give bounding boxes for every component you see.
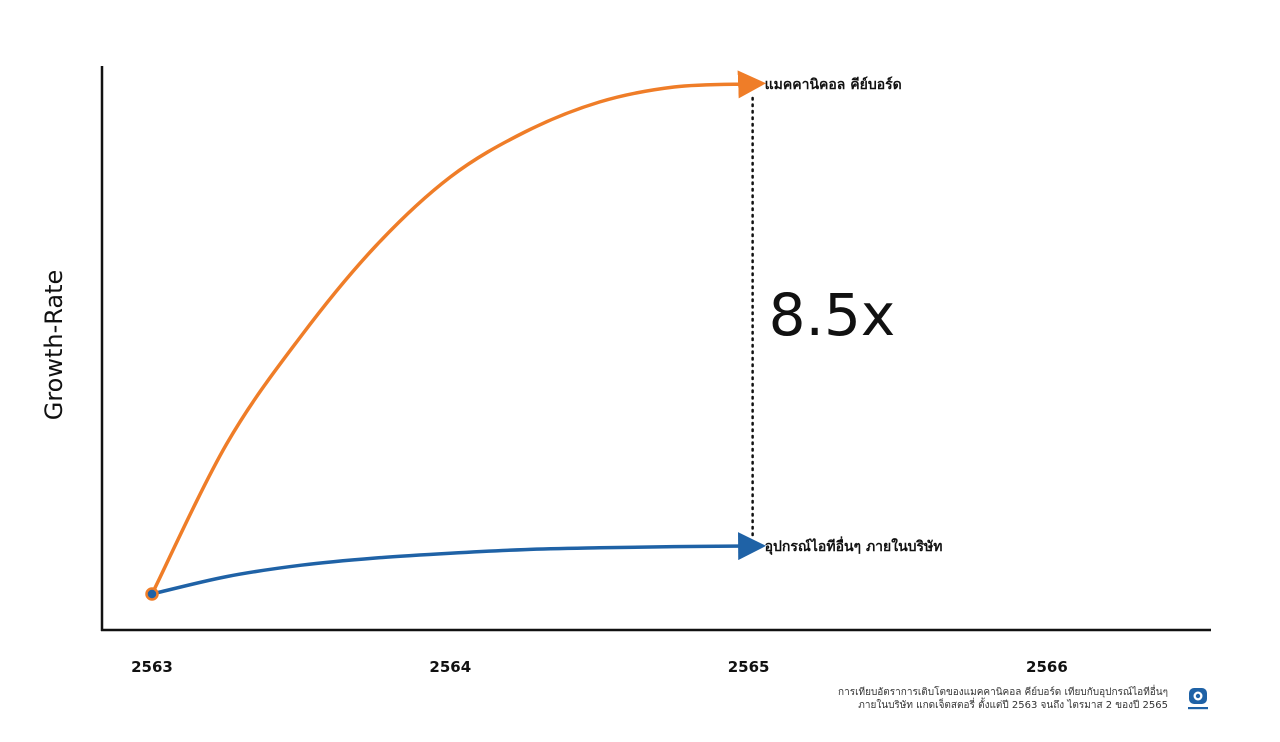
series-line-1: [150, 532, 767, 596]
footnote-line-1: การเทียบอัตราการเติบโตของแมคคานิคอล คีย์…: [838, 687, 1168, 698]
x-tick-label: 2565: [728, 658, 770, 676]
footnote: การเทียบอัตราการเติบโตของแมคคานิคอล คีย์…: [748, 686, 1168, 712]
x-tick-labels: 2563 2564 2565 2566: [131, 658, 1068, 676]
series-label-0: แมคคานิคอล คีย์บอร์ด: [765, 76, 902, 93]
multiplier-label: 8.5x: [769, 281, 896, 349]
axes: [100, 66, 1211, 632]
y-axis-label: Growth-Rate: [40, 270, 68, 421]
series-label-1: อุปกรณ์ไอทีอื่นๆ ภายในบริษัท: [765, 536, 943, 555]
series-line-0: [150, 70, 767, 596]
series-layer: แมคคานิคอล คีย์บอร์ดอุปกรณ์ไอทีอื่นๆ ภาย…: [145, 70, 943, 601]
annotation-layer: 8.5x: [751, 96, 896, 538]
start-point: [145, 587, 159, 601]
x-tick-label: 2566: [1026, 658, 1068, 676]
footnote-line-2: ภายในบริษัท แกดเจ็ตสตอรี่ ตั้งแต่ปี 2563…: [858, 700, 1168, 711]
x-tick-label: 2563: [131, 658, 173, 676]
x-tick-label: 2564: [429, 658, 471, 676]
gadget-story-logo-icon: [1188, 688, 1208, 710]
